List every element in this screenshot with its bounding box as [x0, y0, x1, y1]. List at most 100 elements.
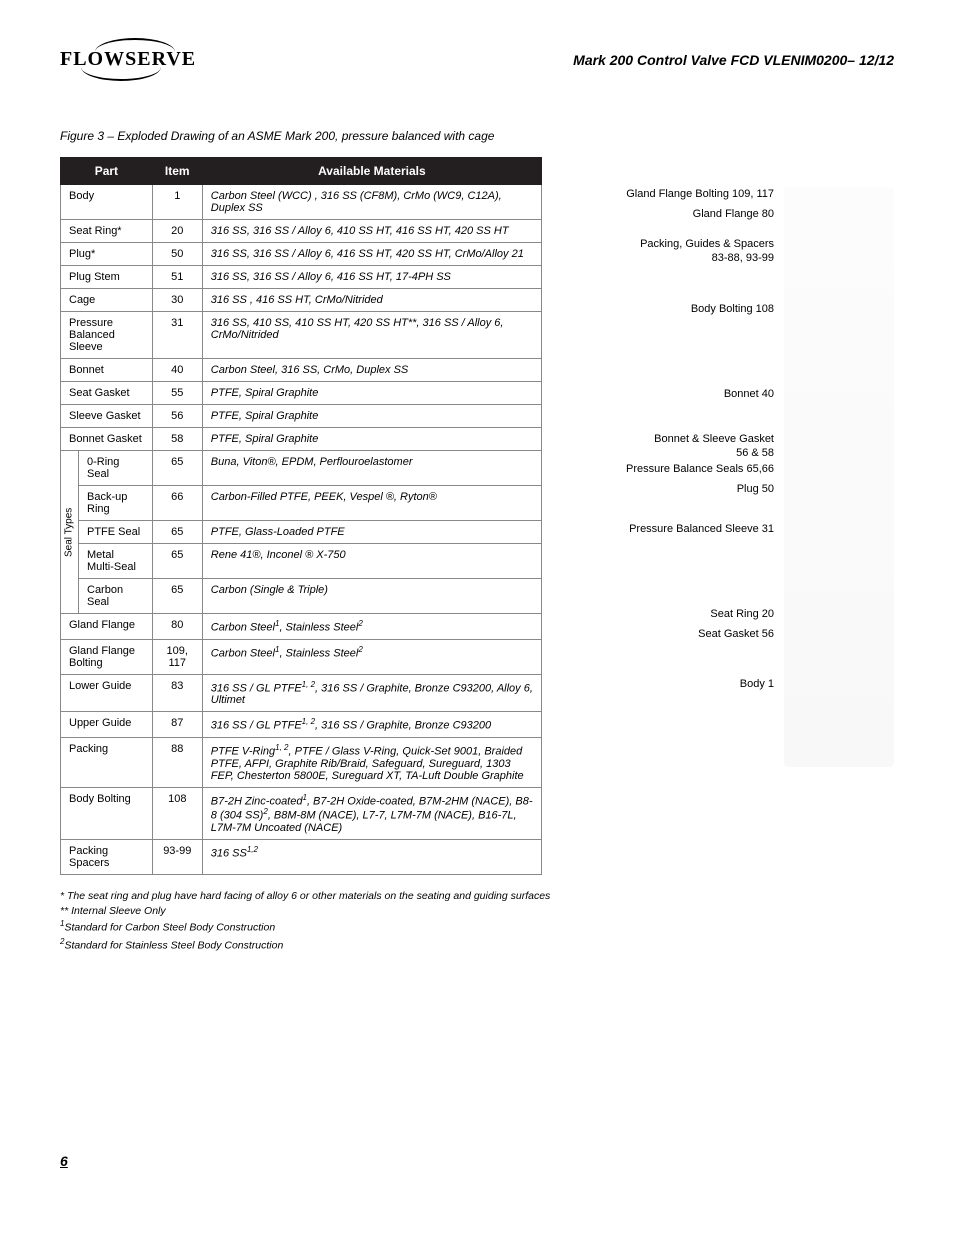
table-row: Seal Types0-Ring Seal 65 Buna, Viton®, E… [61, 451, 542, 486]
exploded-diagram: Gland Flange Bolting 109, 117 Gland Flang… [562, 157, 894, 875]
cell-materials: Carbon-Filled PTFE, PEEK, Vespel ®, Ryto… [202, 486, 541, 521]
cell-item: 51 [152, 266, 202, 289]
cell-part: Plug Stem [61, 266, 153, 289]
diagram-callout: Bonnet 40 [724, 387, 774, 401]
cell-part: Seat Ring* [61, 220, 153, 243]
cell-item: 1 [152, 185, 202, 220]
cell-materials: PTFE, Glass-Loaded PTFE [202, 521, 541, 544]
diagram-callout: Body Bolting 108 [691, 302, 774, 316]
cell-materials: Carbon Steel (WCC) , 316 SS (CF8M), CrMo… [202, 185, 541, 220]
table-row: PTFE Seal 65 PTFE, Glass-Loaded PTFE [61, 521, 542, 544]
diagram-callout: Seat Gasket 56 [698, 627, 774, 641]
cell-item: 65 [152, 521, 202, 544]
table-row: Metal Multi-Seal 65 Rene 41®, Inconel ® … [61, 544, 542, 579]
cell-materials: Carbon Steel1, Stainless Steel2 [202, 614, 541, 640]
diagram-callout: Plug 50 [737, 482, 774, 496]
table-row: Bonnet 40 Carbon Steel, 316 SS, CrMo, Du… [61, 359, 542, 382]
flowserve-logo: FLOWSERVE [60, 40, 196, 79]
cell-item: 55 [152, 382, 202, 405]
cell-item: 65 [152, 544, 202, 579]
cell-item: 20 [152, 220, 202, 243]
cell-item: 31 [152, 312, 202, 359]
table-row: Packing Spacers 93-99 316 SS1,2 [61, 839, 542, 874]
table-row: Lower Guide 83 316 SS / GL PTFE1, 2, 316… [61, 674, 542, 712]
table-row: Plug Stem 51 316 SS, 316 SS / Alloy 6, 4… [61, 266, 542, 289]
cell-materials: 316 SS, 316 SS / Alloy 6, 410 SS HT, 416… [202, 220, 541, 243]
cell-part: Packing Spacers [61, 839, 153, 874]
cell-item: 93-99 [152, 839, 202, 874]
cell-item: 58 [152, 428, 202, 451]
document-title: Mark 200 Control Valve FCD VLENIM0200– 1… [573, 52, 894, 68]
cell-materials: Carbon Steel1, Stainless Steel2 [202, 639, 541, 674]
cell-item: 65 [152, 451, 202, 486]
cell-part: Gland Flange [61, 614, 153, 640]
footnote-line: 2Standard for Stainless Steel Body Const… [60, 936, 894, 953]
footnote-line: 1Standard for Carbon Steel Body Construc… [60, 918, 894, 935]
table-row: Gland Flange 80 Carbon Steel1, Stainless… [61, 614, 542, 640]
table-row: Seat Ring* 20 316 SS, 316 SS / Alloy 6, … [61, 220, 542, 243]
table-row: Bonnet Gasket 58 PTFE, Spiral Graphite [61, 428, 542, 451]
cell-materials: Rene 41®, Inconel ® X-750 [202, 544, 541, 579]
cell-part: Upper Guide [61, 712, 153, 738]
cell-part: Pressure Balanced Sleeve [61, 312, 153, 359]
cell-item: 80 [152, 614, 202, 640]
table-row: Body 1 Carbon Steel (WCC) , 316 SS (CF8M… [61, 185, 542, 220]
cell-part: Cage [61, 289, 153, 312]
cell-materials: 316 SS, 316 SS / Alloy 6, 416 SS HT, 420… [202, 243, 541, 266]
cell-materials: B7-2H Zinc-coated1, B7-2H Oxide-coated, … [202, 787, 541, 839]
cell-part: Bonnet Gasket [61, 428, 153, 451]
cell-materials: PTFE, Spiral Graphite [202, 405, 541, 428]
cell-part: Carbon Seal [79, 579, 153, 614]
diagram-callout: Body 1 [740, 677, 774, 691]
cell-materials: PTFE, Spiral Graphite [202, 428, 541, 451]
cell-item: 66 [152, 486, 202, 521]
diagram-callout: Seat Ring 20 [710, 607, 774, 621]
diagram-callout: Packing, Guides & Spacers83-88, 93-99 [640, 237, 774, 266]
cell-part: PTFE Seal [79, 521, 153, 544]
diagram-callout: Gland Flange 80 [693, 207, 774, 221]
table-row: Cage 30 316 SS , 416 SS HT, CrMo/Nitride… [61, 289, 542, 312]
cell-materials: PTFE, Spiral Graphite [202, 382, 541, 405]
diagram-callout: Pressure Balanced Sleeve 31 [629, 522, 774, 536]
cell-part: Body [61, 185, 153, 220]
diagram-placeholder [784, 187, 894, 767]
cell-item: 40 [152, 359, 202, 382]
cell-materials: 316 SS, 410 SS, 410 SS HT, 420 SS HT**, … [202, 312, 541, 359]
cell-materials: 316 SS / GL PTFE1, 2, 316 SS / Graphite,… [202, 674, 541, 712]
cell-part: Gland Flange Bolting [61, 639, 153, 674]
materials-table-wrap: Part Item Available Materials Body 1 Car… [60, 157, 542, 875]
th-materials: Available Materials [202, 158, 541, 185]
table-row: Body Bolting 108 B7-2H Zinc-coated1, B7-… [61, 787, 542, 839]
cell-item: 108 [152, 787, 202, 839]
cell-item: 109, 117 [152, 639, 202, 674]
table-row: Sleeve Gasket 56 PTFE, Spiral Graphite [61, 405, 542, 428]
figure-caption: Figure 3 – Exploded Drawing of an ASME M… [60, 129, 894, 143]
cell-materials: 316 SS / GL PTFE1, 2, 316 SS / Graphite,… [202, 712, 541, 738]
cell-materials: 316 SS , 416 SS HT, CrMo/Nitrided [202, 289, 541, 312]
cell-part: Back-up Ring [79, 486, 153, 521]
th-part: Part [61, 158, 153, 185]
cell-part: Bonnet [61, 359, 153, 382]
cell-materials: Carbon Steel, 316 SS, CrMo, Duplex SS [202, 359, 541, 382]
cell-item: 83 [152, 674, 202, 712]
cell-materials: Carbon (Single & Triple) [202, 579, 541, 614]
table-row: Gland Flange Bolting 109, 117 Carbon Ste… [61, 639, 542, 674]
materials-table: Part Item Available Materials Body 1 Car… [60, 157, 542, 875]
page-header: FLOWSERVE Mark 200 Control Valve FCD VLE… [60, 40, 894, 79]
table-row: Seat Gasket 55 PTFE, Spiral Graphite [61, 382, 542, 405]
cell-part: Seat Gasket [61, 382, 153, 405]
cell-item: 50 [152, 243, 202, 266]
cell-part: Lower Guide [61, 674, 153, 712]
cell-materials: 316 SS, 316 SS / Alloy 6, 416 SS HT, 17-… [202, 266, 541, 289]
table-row: Pressure Balanced Sleeve 31 316 SS, 410 … [61, 312, 542, 359]
diagram-callout: Pressure Balance Seals 65,66 [626, 462, 774, 476]
table-row: Plug* 50 316 SS, 316 SS / Alloy 6, 416 S… [61, 243, 542, 266]
footnote-line: * The seat ring and plug have hard facin… [60, 889, 894, 904]
cell-materials: PTFE V-Ring1, 2, PTFE / Glass V-Ring, Qu… [202, 737, 541, 787]
table-row: Back-up Ring 66 Carbon-Filled PTFE, PEEK… [61, 486, 542, 521]
cell-part: 0-Ring Seal [79, 451, 153, 486]
cell-item: 56 [152, 405, 202, 428]
cell-item: 88 [152, 737, 202, 787]
footnotes: * The seat ring and plug have hard facin… [60, 889, 894, 953]
diagram-callout: Gland Flange Bolting 109, 117 [626, 187, 774, 201]
